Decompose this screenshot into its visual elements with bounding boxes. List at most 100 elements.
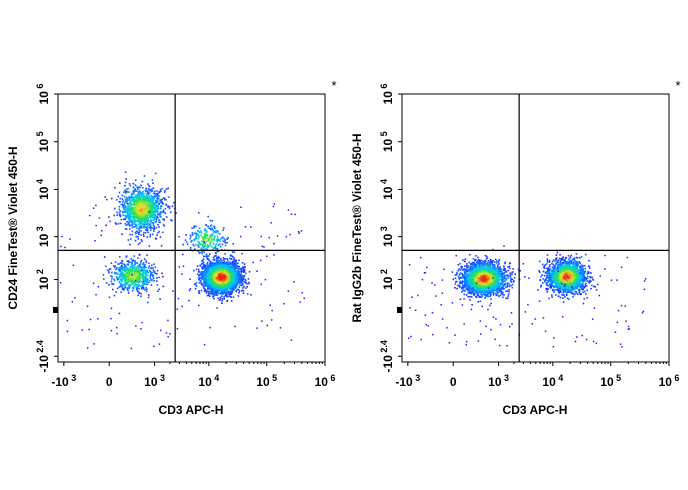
event-point <box>205 268 207 271</box>
event-point <box>227 264 230 267</box>
event-point <box>148 205 150 207</box>
event-point <box>147 183 149 185</box>
event-point <box>124 285 126 288</box>
event-point <box>153 271 156 273</box>
event-point <box>136 197 138 199</box>
event-point <box>119 222 122 225</box>
event-point <box>124 264 126 266</box>
event-point <box>220 289 222 292</box>
event-point <box>136 225 138 227</box>
event-point <box>218 263 220 266</box>
event-point <box>222 272 225 274</box>
event-point <box>201 259 204 262</box>
event-point <box>152 197 155 199</box>
event-point <box>152 233 154 236</box>
event-point <box>242 278 245 281</box>
event-point <box>217 282 220 284</box>
event-point <box>150 206 153 208</box>
event-point <box>213 297 215 300</box>
event-point <box>130 206 133 209</box>
event-point <box>198 290 200 292</box>
event-point <box>128 270 130 272</box>
event-point <box>141 192 144 194</box>
event-point <box>120 278 122 280</box>
event-point <box>129 205 131 207</box>
event-point <box>133 190 136 192</box>
event-point <box>156 234 158 236</box>
event-point <box>227 280 229 282</box>
event-point <box>137 196 139 198</box>
event-point <box>222 291 224 294</box>
event-point <box>170 219 172 221</box>
event-point <box>153 218 156 220</box>
event-point <box>216 285 218 287</box>
event-point <box>151 210 154 212</box>
event-point <box>139 191 142 194</box>
event-point <box>210 284 213 286</box>
event-point <box>151 279 153 282</box>
event-point <box>143 210 146 213</box>
event-point <box>139 194 141 197</box>
event-point <box>146 208 149 211</box>
event-point <box>141 180 144 183</box>
event-point <box>129 269 131 271</box>
event-point <box>227 290 229 293</box>
event-point <box>219 293 222 295</box>
event-point <box>127 187 129 190</box>
event-point <box>237 279 240 281</box>
event-point <box>155 202 157 205</box>
event-point <box>143 270 145 272</box>
event-point <box>151 199 153 202</box>
event-point <box>127 271 130 274</box>
event-point <box>146 270 148 272</box>
event-point <box>123 278 126 280</box>
event-point <box>150 220 153 223</box>
event-point <box>149 219 152 222</box>
event-point <box>115 276 118 278</box>
event-point <box>230 254 232 256</box>
event-point <box>222 268 224 270</box>
event-point <box>225 273 228 275</box>
event-point <box>137 210 140 213</box>
event-point <box>233 265 235 267</box>
event-point <box>203 281 205 283</box>
event-point <box>111 197 113 200</box>
event-point <box>208 290 210 293</box>
event-point <box>121 286 124 288</box>
event-point <box>154 172 157 175</box>
event-point <box>126 271 129 274</box>
event-point <box>141 213 143 216</box>
event-point <box>163 218 165 220</box>
event-point <box>144 221 146 224</box>
event-point <box>154 208 156 210</box>
event-point <box>202 265 205 267</box>
event-point <box>146 236 149 238</box>
event-point <box>138 219 141 222</box>
event-point <box>210 277 212 279</box>
event-point <box>221 262 224 264</box>
event-point <box>202 284 204 286</box>
event-point <box>228 287 231 290</box>
event-point <box>211 280 214 282</box>
event-point <box>132 278 134 280</box>
event-point <box>129 267 131 270</box>
event-point <box>241 280 243 283</box>
event-point <box>129 218 132 220</box>
event-point <box>226 276 229 278</box>
event-point <box>208 287 211 290</box>
event-point <box>233 274 235 276</box>
event-point <box>138 276 141 278</box>
event-point <box>143 275 146 278</box>
event-point <box>221 260 223 263</box>
event-point <box>127 260 130 263</box>
event-point <box>224 261 226 263</box>
event-point <box>219 269 222 271</box>
event-point <box>122 284 125 286</box>
event-point <box>145 271 148 274</box>
event-point <box>142 190 144 193</box>
event-point <box>140 292 142 295</box>
event-point <box>222 290 225 292</box>
event-point <box>140 215 142 218</box>
event-point <box>120 218 123 221</box>
event-point <box>156 201 159 203</box>
